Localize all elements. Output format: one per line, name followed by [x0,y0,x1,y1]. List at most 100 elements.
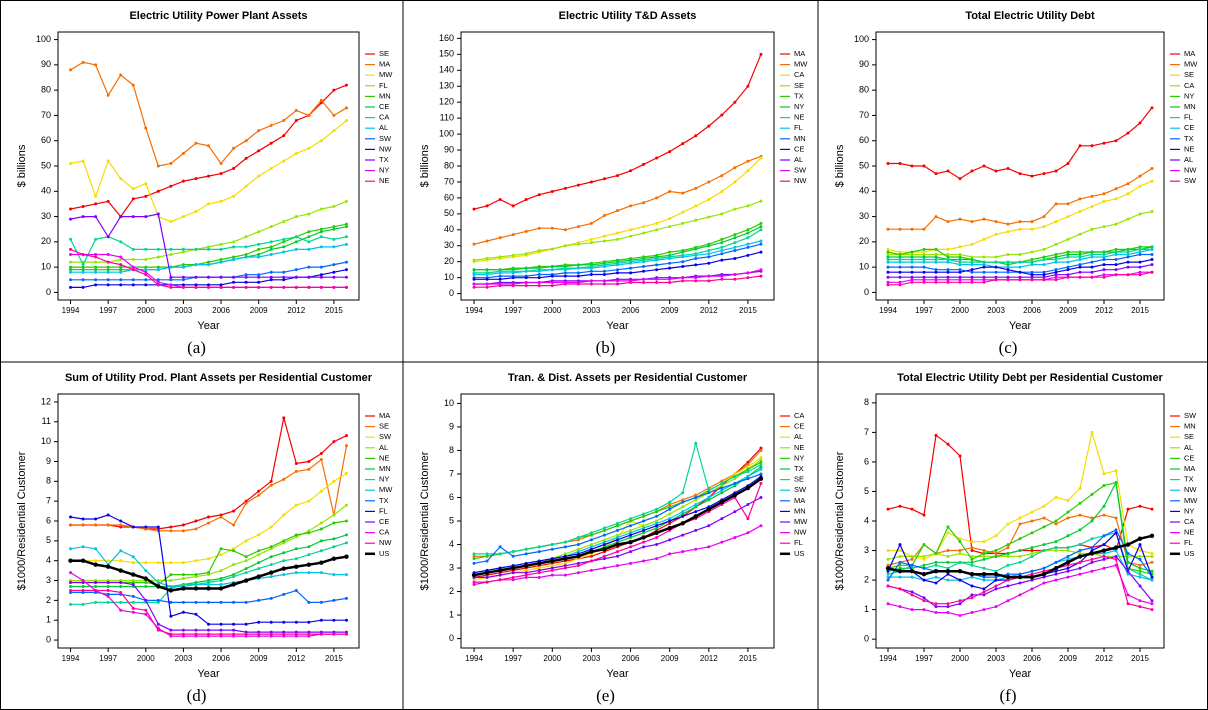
data-point [94,252,98,256]
x-tick-label: 2015 [739,306,757,315]
data-point [1138,212,1142,216]
data-point [759,467,763,471]
data-point [207,622,210,626]
y-tick-label: 1 [864,604,869,614]
data-point [759,242,763,246]
data-point [655,221,659,225]
data-point [733,233,737,237]
data-point [244,252,248,256]
data-point [81,252,85,256]
data-point [668,517,672,521]
data-point [294,151,298,155]
data-point [934,581,938,585]
data-point [1138,504,1142,508]
legend-label: FL [794,123,803,132]
data-point [1114,528,1118,532]
data-point [219,275,223,279]
data-point [294,215,298,219]
data-point [668,250,672,254]
data-point [922,608,926,612]
data-point [131,572,136,577]
data-point [746,169,750,173]
data-point [1018,275,1022,279]
data-point [1114,516,1118,520]
data-point [602,540,606,544]
data-point [144,581,148,585]
data-point [707,545,711,549]
data-point [886,252,890,256]
data-point [169,252,173,256]
data-point [131,187,135,191]
data-point [694,263,698,267]
x-tick-label: 1994 [879,654,897,663]
data-point [1030,569,1034,573]
legend-label: MA [1184,464,1195,473]
data-point [131,258,135,262]
data-point [69,581,73,585]
data-point [1042,516,1046,520]
data-point [524,284,528,288]
data-point [898,258,902,262]
data-point [1090,430,1094,434]
legend-label: US [379,549,389,558]
data-point [169,525,173,529]
data-point [169,161,173,165]
data-point [1138,252,1142,256]
data-point [1101,548,1107,553]
data-point [319,521,323,525]
data-point [169,184,173,188]
data-point [524,575,528,579]
data-point [616,209,619,213]
y-tick-label: 0 [864,634,869,644]
data-point [994,169,998,173]
y-tick-label: 0 [46,634,51,644]
data-point [1006,599,1010,603]
data-point [511,253,515,257]
data-point [294,461,298,465]
y-tick-label: 1 [46,615,51,625]
data-point [576,183,580,187]
x-tick-label: 1994 [879,306,897,315]
data-point [181,250,185,254]
legend-label: SW [794,166,807,175]
data-point [629,517,633,521]
data-point [642,531,646,535]
data-point [207,628,210,632]
data-point [1018,572,1022,576]
data-point [993,571,999,577]
data-point [1138,543,1142,547]
data-point [720,481,724,485]
data-point [257,493,261,497]
series-line [473,459,762,576]
data-point [589,538,593,542]
y-tick-label: 10 [444,272,454,282]
y-tick-label: 6 [449,492,454,502]
data-point [131,197,135,201]
x-tick-label: 2015 [325,306,343,315]
data-point [934,278,938,282]
data-point [720,174,724,178]
data-point [94,268,98,272]
data-point [1054,549,1058,553]
data-point [886,569,890,573]
data-point [1029,574,1035,580]
data-point [194,285,198,289]
data-point [886,602,890,606]
y-tick-label: 20 [444,256,454,266]
data-point [707,491,711,495]
data-point [81,215,85,219]
data-point [922,270,926,274]
data-point [1054,273,1058,277]
data-point [319,230,323,234]
data-point [181,179,185,183]
data-point [910,275,914,279]
data-point [958,540,962,544]
data-point [759,456,763,459]
legend-label: MA [1184,49,1195,58]
data-point [282,551,286,555]
data-point [1018,560,1022,564]
data-point [194,527,198,531]
data-point [1030,546,1034,550]
data-point [244,280,248,284]
data-point [994,587,998,591]
